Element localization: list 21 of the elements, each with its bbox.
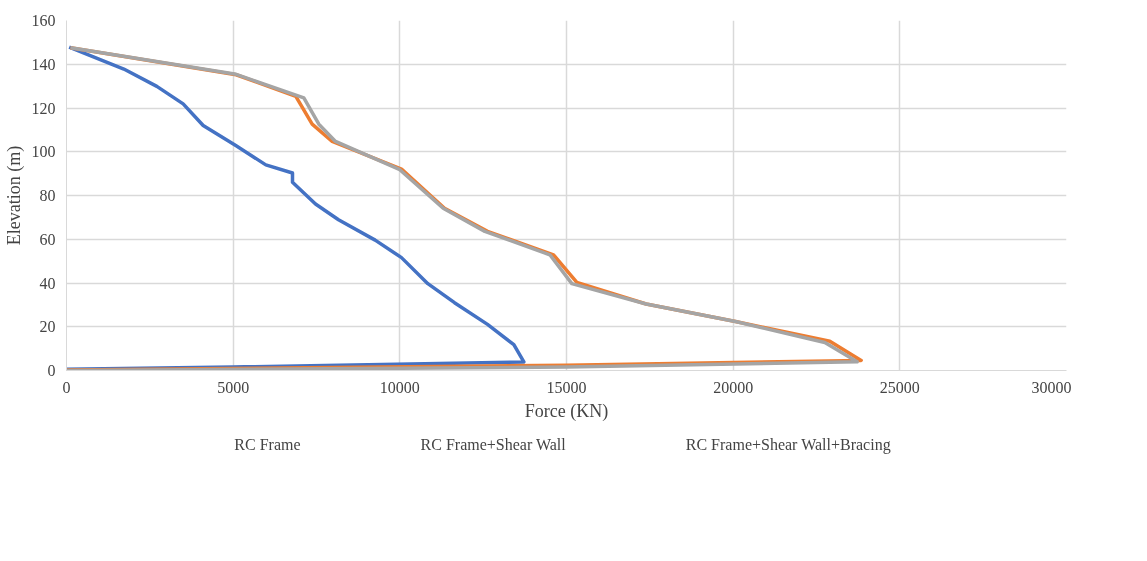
y-tick-label: 0 [47, 362, 56, 379]
x-tick-label: 10000 [379, 378, 420, 396]
y-tick-label: 120 [31, 99, 56, 117]
x-tick-label: 15000 [546, 378, 587, 396]
y-tick-label: 80 [39, 187, 56, 204]
x-tick-label: 25000 [879, 378, 920, 396]
text: RC Frame+Shear Wall+Bracing [685, 436, 891, 454]
y-tick-label: 100 [31, 143, 56, 161]
text: RC Frame [234, 436, 301, 454]
x-axis-title: Force (KN) [524, 400, 609, 422]
x-tick-label: 0 [62, 378, 71, 396]
y-axis-title: Elevation (m) [3, 145, 25, 246]
x-tick-label: 5000 [217, 378, 250, 396]
x-tick-label: 20000 [713, 378, 754, 396]
y-tick-label: 40 [39, 274, 56, 292]
y-tick-label: 60 [39, 230, 56, 248]
y-tick-label: 160 [31, 12, 56, 29]
text: RC Frame+Shear Wall [420, 436, 566, 454]
y-tick-label: 140 [31, 55, 56, 73]
y-tick-label: 20 [39, 318, 56, 336]
x-tick-label: 30000 [1031, 378, 1072, 396]
